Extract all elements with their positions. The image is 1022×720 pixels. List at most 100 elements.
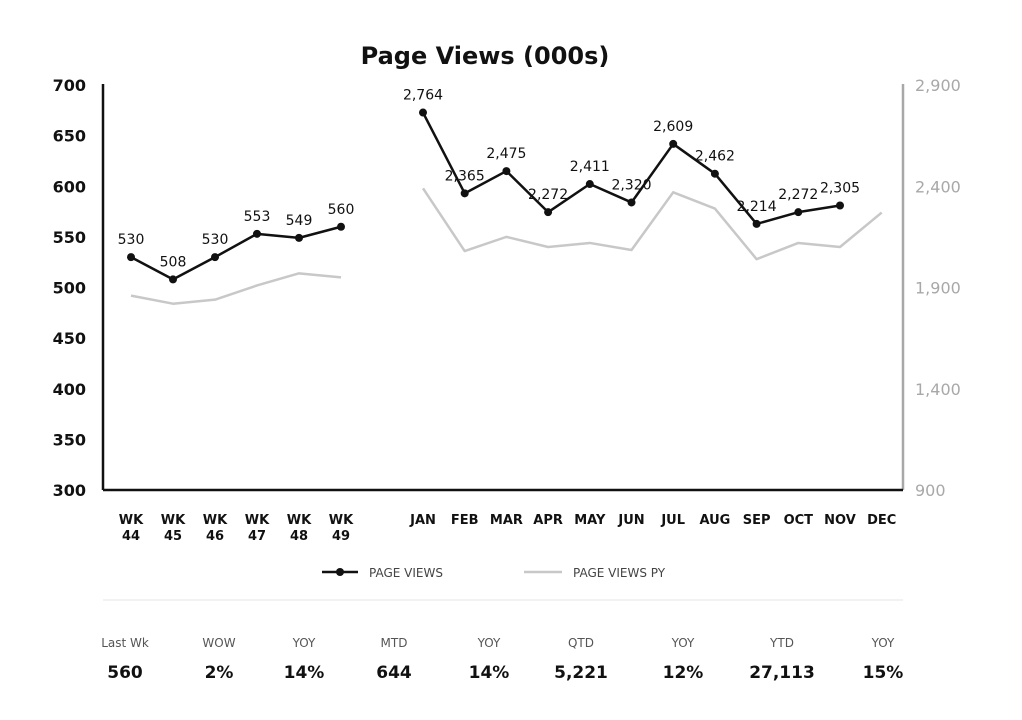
kpi-label: QTD — [568, 636, 594, 650]
monthly-page-views-point — [627, 198, 636, 207]
right-y-ticks: 900 1,400 1,900 2,400 2,900 — [915, 76, 961, 500]
kpi-label: YOY — [292, 636, 316, 650]
data-label: 2,411 — [570, 159, 610, 175]
x-tick-label: WK 49 — [329, 513, 354, 544]
data-label: 2,764 — [403, 88, 443, 104]
kpi-value: 27,113 — [749, 663, 815, 683]
left-y-tick-label: 450 — [53, 329, 86, 348]
data-label: 2,320 — [611, 177, 651, 193]
weekly-plot: 530 508 530 553 549 560 — [118, 202, 355, 305]
kpi-label: Last Wk — [101, 636, 149, 650]
data-label: 549 — [286, 213, 313, 229]
x-tick-label: WK 47 — [245, 513, 270, 544]
x-tick-label: FEB — [451, 513, 479, 528]
kpi-value: 2% — [205, 663, 234, 683]
monthly-page-views-point — [502, 167, 511, 176]
weekly-page-views-point — [211, 253, 219, 262]
chart-title: Page Views (000s) — [361, 42, 610, 70]
monthly-page-views-point — [836, 201, 844, 210]
x-tick-label: OCT — [784, 513, 814, 528]
x-tick-label: MAY — [574, 513, 606, 528]
data-label: 2,609 — [653, 119, 693, 135]
kpi-label: YTD — [769, 636, 794, 650]
kpi-label: MTD — [381, 636, 408, 650]
left-y-tick-label: 550 — [53, 228, 86, 247]
kpi-row: Last Wk 560 WOW 2% YOY 14% MTD 644 YOY 14% QTD 5,22… — [101, 636, 903, 683]
data-label: 530 — [118, 232, 145, 248]
kpi-value: 644 — [376, 663, 412, 683]
weekly-page-views-point — [169, 275, 177, 284]
left-y-tick-label: 600 — [53, 177, 86, 196]
weekly-page-views-line — [130, 225, 342, 281]
data-label: 2,462 — [695, 149, 735, 165]
right-y-tick-label: 2,900 — [915, 76, 961, 95]
monthly-page-views-point — [669, 139, 678, 148]
monthly-page-views-point — [585, 180, 594, 189]
data-label: 508 — [160, 254, 187, 270]
weekly-page-views-py-line — [130, 272, 342, 305]
kpi-label: YOY — [671, 636, 695, 650]
x-tick-label: APR — [533, 513, 563, 528]
kpi-value: 5,221 — [554, 663, 608, 683]
right-y-tick-label: 2,400 — [915, 177, 961, 196]
data-label: 553 — [244, 209, 271, 225]
x-tick-label: SEP — [743, 513, 771, 528]
left-y-tick-label: 300 — [53, 481, 86, 500]
data-label: 2,475 — [486, 146, 526, 162]
monthly-page-views-point — [419, 108, 427, 117]
x-tick-label: WK 45 — [161, 513, 186, 544]
legend-page-views-marker — [336, 568, 344, 576]
data-label: 2,214 — [737, 199, 777, 215]
data-label: 2,272 — [528, 187, 568, 203]
kpi-value: 560 — [107, 663, 143, 683]
monthly-page-views-point — [794, 208, 803, 217]
monthly-page-views-point — [710, 169, 719, 178]
kpi-value: 12% — [663, 663, 704, 683]
monthly-x-ticks: JAN FEB MAR APR MAY JUN JUL AUG SEP OCT NOV DEC — [409, 513, 896, 528]
weekly-page-views-point — [337, 222, 345, 231]
left-y-tick-label: 400 — [53, 380, 86, 399]
data-label: 2,365 — [445, 168, 485, 184]
x-tick-label: JAN — [409, 513, 436, 528]
monthly-page-views-py-line — [421, 187, 883, 261]
left-y-ticks: 300 350 400 450 500 550 600 650 700 — [53, 76, 86, 500]
legend-page-views-py-label: PAGE VIEWS PY — [573, 566, 666, 580]
data-label: 530 — [202, 232, 229, 248]
x-tick-label: DEC — [867, 513, 896, 528]
left-y-tick-label: 350 — [53, 430, 86, 449]
left-y-tick-label: 700 — [53, 76, 86, 95]
data-label: 2,272 — [778, 187, 818, 203]
weekly-page-views-point — [253, 229, 261, 238]
right-y-tick-label: 1,400 — [915, 380, 961, 399]
kpi-label: YOY — [477, 636, 501, 650]
kpi-label: WOW — [202, 636, 235, 650]
legend: PAGE VIEWS PAGE VIEWS PY — [322, 566, 666, 580]
x-tick-label: WK 44 — [119, 513, 144, 544]
x-tick-label: MAR — [490, 513, 523, 528]
kpi-value: 14% — [284, 663, 325, 683]
x-tick-label: JUN — [617, 513, 644, 528]
right-y-tick-label: 900 — [915, 481, 946, 500]
right-y-tick-label: 1,900 — [915, 279, 961, 298]
x-tick-label: AUG — [699, 513, 730, 528]
monthly-page-views-line — [421, 111, 841, 226]
kpi-value: 14% — [469, 663, 510, 683]
x-tick-label: NOV — [824, 513, 856, 528]
data-label: 560 — [328, 202, 355, 218]
weekly-page-views-point — [295, 233, 303, 242]
data-label: 2,305 — [820, 180, 860, 196]
x-tick-label: WK 48 — [287, 513, 312, 544]
monthly-plot: 2,7642,3652,4752,2722,4112,3202,6092,462… — [403, 88, 883, 261]
weekly-page-views-point — [127, 253, 135, 262]
monthly-page-views-point — [544, 208, 553, 217]
kpi-label: YOY — [871, 636, 895, 650]
x-tick-label: WK 46 — [203, 513, 228, 544]
monthly-page-views-point — [752, 219, 761, 228]
legend-page-views-label: PAGE VIEWS — [369, 566, 443, 580]
weekly-x-ticks: WK 44 WK 45 WK 46 WK 47 WK 48 WK 49 — [119, 513, 354, 544]
left-y-tick-label: 650 — [53, 127, 86, 146]
kpi-value: 15% — [863, 663, 904, 683]
left-y-tick-label: 500 — [53, 279, 86, 298]
x-tick-label: JUL — [660, 513, 685, 528]
